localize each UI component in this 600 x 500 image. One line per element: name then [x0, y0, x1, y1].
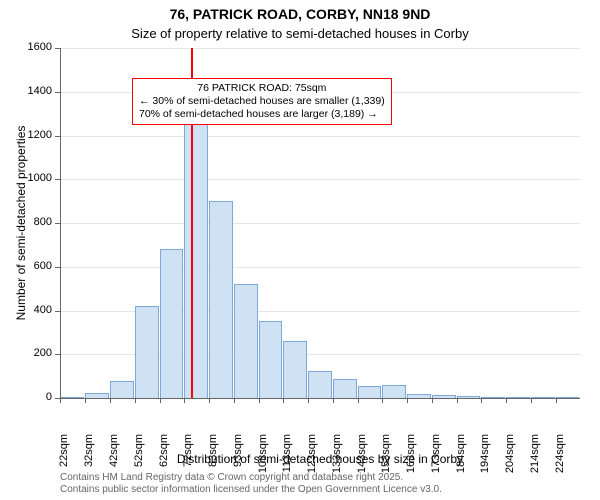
histogram-bar [110, 381, 134, 399]
x-tick-label: 113sqm [281, 434, 293, 484]
y-tick-label: 1000 [12, 172, 52, 184]
y-tick-label: 1600 [12, 41, 52, 53]
chart-container: 76, PATRICK ROAD, CORBY, NN18 9ND Size o… [0, 0, 600, 500]
plot-area: 76 PATRICK ROAD: 75sqm← 30% of semi-deta… [60, 48, 580, 398]
histogram-bar [382, 385, 406, 398]
x-tick-label: 173sqm [430, 434, 442, 484]
x-axis [60, 398, 580, 399]
x-tick-label: 32sqm [83, 434, 95, 484]
y-tick-label: 600 [12, 260, 52, 272]
grid-line [60, 267, 580, 268]
histogram-bar [209, 201, 233, 398]
footer-line2: Contains public sector information licen… [60, 484, 590, 496]
grid-line [60, 223, 580, 224]
histogram-bar [283, 341, 307, 398]
x-tick-label: 153sqm [380, 434, 392, 484]
x-tick-label: 72sqm [182, 434, 194, 484]
x-tick-label: 224sqm [554, 434, 566, 484]
y-tick-label: 800 [12, 216, 52, 228]
x-tick-label: 93sqm [232, 434, 244, 484]
grid-line [60, 136, 580, 137]
x-tick-label: 22sqm [58, 434, 70, 484]
histogram-bar [259, 321, 283, 398]
annotation-box: 76 PATRICK ROAD: 75sqm← 30% of semi-deta… [132, 78, 392, 125]
y-axis [60, 48, 61, 398]
y-tick-label: 200 [12, 347, 52, 359]
histogram-bar [184, 118, 208, 398]
x-tick-label: 143sqm [356, 434, 368, 484]
y-tick-label: 1200 [12, 129, 52, 141]
grid-line [60, 179, 580, 180]
x-tick-label: 204sqm [504, 434, 516, 484]
x-tick-label: 62sqm [158, 434, 170, 484]
x-tick-label: 42sqm [108, 434, 120, 484]
histogram-bar [333, 379, 357, 398]
y-tick-label: 1400 [12, 85, 52, 97]
histogram-bar [135, 306, 159, 398]
x-tick-label: 52sqm [133, 434, 145, 484]
histogram-bar [308, 371, 332, 398]
annotation-line: ← 30% of semi-detached houses are smalle… [139, 95, 385, 108]
histogram-bar [160, 249, 184, 398]
x-tick-label: 184sqm [455, 434, 467, 484]
chart-title-line1: 76, PATRICK ROAD, CORBY, NN18 9ND [0, 6, 600, 22]
x-tick-label: 123sqm [306, 434, 318, 484]
annotation-line: 70% of semi-detached houses are larger (… [139, 108, 385, 121]
x-tick-label: 163sqm [405, 434, 417, 484]
histogram-bar [358, 386, 382, 398]
y-tick-label: 0 [12, 391, 52, 403]
grid-line [60, 48, 580, 49]
y-tick-label: 400 [12, 304, 52, 316]
x-tick-label: 194sqm [479, 434, 491, 484]
x-tick-label: 83sqm [207, 434, 219, 484]
x-tick-label: 214sqm [529, 434, 541, 484]
x-tick-label: 133sqm [331, 434, 343, 484]
histogram-bar [234, 284, 258, 398]
chart-title-line2: Size of property relative to semi-detach… [0, 26, 600, 41]
x-tick-label: 103sqm [257, 434, 269, 484]
annotation-line: 76 PATRICK ROAD: 75sqm [139, 82, 385, 95]
